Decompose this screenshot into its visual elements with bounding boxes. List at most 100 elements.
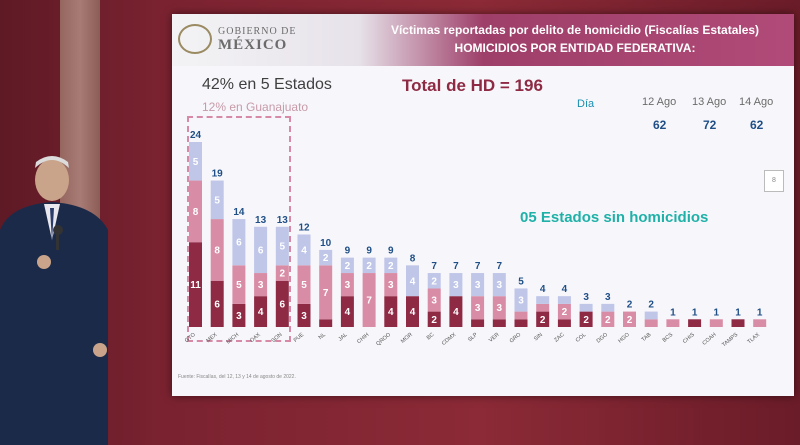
x-tick-label: DGO <box>596 331 610 344</box>
x-tick-label: TAB <box>641 332 653 343</box>
bar-segment-tamps <box>731 319 745 327</box>
total-summary: Total de HD = 196 <box>402 76 543 95</box>
segment-value-label: 5 <box>280 242 286 253</box>
bar-segment-col <box>579 311 593 327</box>
bar-segment-sin <box>536 311 550 327</box>
bar-total-label: 14 <box>233 207 245 218</box>
segment-value-label: 2 <box>366 261 372 272</box>
x-tick-label: NL <box>318 332 327 341</box>
x-tick-label: HGO <box>617 331 631 344</box>
x-tick-label: QROO <box>375 331 392 347</box>
bar-total-label: 10 <box>320 238 332 249</box>
bar-segment-mich <box>232 303 246 327</box>
segment-value-label: 5 <box>301 280 307 291</box>
segment-value-label: 2 <box>431 315 437 326</box>
bar-segment-ver <box>492 319 506 327</box>
segment-value-label: 3 <box>475 280 481 291</box>
segment-value-label: 3 <box>431 296 437 307</box>
segment-value-label: 2 <box>431 276 437 287</box>
day-date-3: 14 Ago <box>739 96 774 108</box>
segment-value-label: 3 <box>453 280 459 291</box>
bar-segment-cdmx <box>449 296 463 327</box>
bar-segment-mich <box>232 265 246 304</box>
segment-value-label: 7 <box>323 288 329 299</box>
bar-segment-tab <box>644 319 658 327</box>
bar-segment-mich <box>232 219 246 266</box>
bar-segment-bcs <box>666 319 680 327</box>
bar-segment-chis <box>688 319 702 327</box>
bar-segment-nl <box>319 265 333 320</box>
bar-segment-nl <box>319 319 333 327</box>
bar-segment-gro <box>514 319 528 327</box>
segment-value-label: 2 <box>540 315 546 326</box>
bar-segment-slp <box>471 319 485 327</box>
bar-total-label: 7 <box>453 261 459 272</box>
x-tick-label: SLP <box>467 332 479 343</box>
segment-value-label: 7 <box>366 296 372 307</box>
bar-segment-jal <box>340 296 354 327</box>
national-seal-icon <box>178 24 212 54</box>
segment-value-label: 6 <box>258 245 264 256</box>
x-tick-label: COL <box>575 332 588 344</box>
day-date-1: 12 Ago <box>642 96 677 108</box>
slide-title: Víctimas reportadas por delito de homici… <box>390 23 760 37</box>
bar-segment-ver <box>492 273 506 297</box>
bar-segment-ver <box>492 296 506 320</box>
bar-total-label: 7 <box>497 261 503 272</box>
x-tick-label: VER <box>488 332 501 344</box>
segment-value-label: 4 <box>301 245 307 256</box>
slide-header: GOBIERNO DE MÉXICO Víctimas reportadas p… <box>172 14 794 66</box>
bar-segment-mex <box>210 219 224 281</box>
bar-segment-slp <box>471 273 485 297</box>
segment-value-label: 2 <box>280 269 286 280</box>
x-tick-label: PUE <box>293 332 306 344</box>
segment-value-label: 11 <box>190 280 201 291</box>
bar-segment-pue <box>297 234 311 266</box>
speaker-figure <box>0 156 108 445</box>
x-tick-label: SON <box>271 332 284 344</box>
bar-total-label: 1 <box>735 307 741 318</box>
bar-total-label: 9 <box>366 246 372 257</box>
bar-total-label: 12 <box>298 223 310 234</box>
segment-value-label: 4 <box>410 276 416 287</box>
x-tick-label: CDMX <box>441 332 458 347</box>
guanajuato-summary: 12% en Guanajuato <box>202 100 309 114</box>
x-tick-label: MOR <box>400 332 414 345</box>
bar-segment-chih <box>362 257 376 274</box>
x-tick-label: MEX <box>205 332 218 344</box>
bar-segment-jal <box>340 273 354 297</box>
bar-segment-son <box>275 265 289 281</box>
segment-value-label: 3 <box>258 280 264 291</box>
bar-total-label: 4 <box>540 284 546 295</box>
bar-segment-mor <box>406 265 419 297</box>
day-value-1: 62 <box>653 118 667 132</box>
segment-value-label: 8 <box>214 245 220 256</box>
segment-value-label: 3 <box>475 303 481 314</box>
bar-segment-tab <box>644 311 658 320</box>
bar-segment-jal <box>340 257 354 274</box>
segment-value-label: 3 <box>388 280 394 291</box>
segment-value-label: 4 <box>453 307 459 318</box>
bar-segment-mex <box>210 180 224 220</box>
segment-value-label: 4 <box>258 307 264 318</box>
segment-value-label: 3 <box>345 280 351 291</box>
bar-segment-pue <box>297 303 311 327</box>
x-tick-label: CHIH <box>356 332 370 345</box>
x-tick-label: COAH <box>702 332 718 347</box>
source-note: Fuente: Fiscalías, del 12, 13 y 14 de ag… <box>178 374 296 380</box>
segment-value-label: 5 <box>214 195 220 206</box>
bar-total-label: 3 <box>583 292 589 303</box>
segment-value-label: 2 <box>605 315 611 326</box>
bar-total-label: 9 <box>345 246 351 257</box>
bar-segment-gto <box>189 142 202 181</box>
logo-line1: GOBIERNO DE <box>218 26 297 37</box>
x-tick-label: BCS <box>662 332 675 344</box>
x-tick-label: TLAX <box>747 332 762 346</box>
segment-value-label: 2 <box>562 307 568 318</box>
x-tick-label: TAMPS <box>721 332 739 349</box>
bar-segment-oax <box>254 273 268 297</box>
segment-value-label: 8 <box>193 207 199 218</box>
bar-segment-chih <box>362 273 376 327</box>
x-tick-label: GTO <box>184 331 197 344</box>
bar-segment-col <box>579 303 593 312</box>
